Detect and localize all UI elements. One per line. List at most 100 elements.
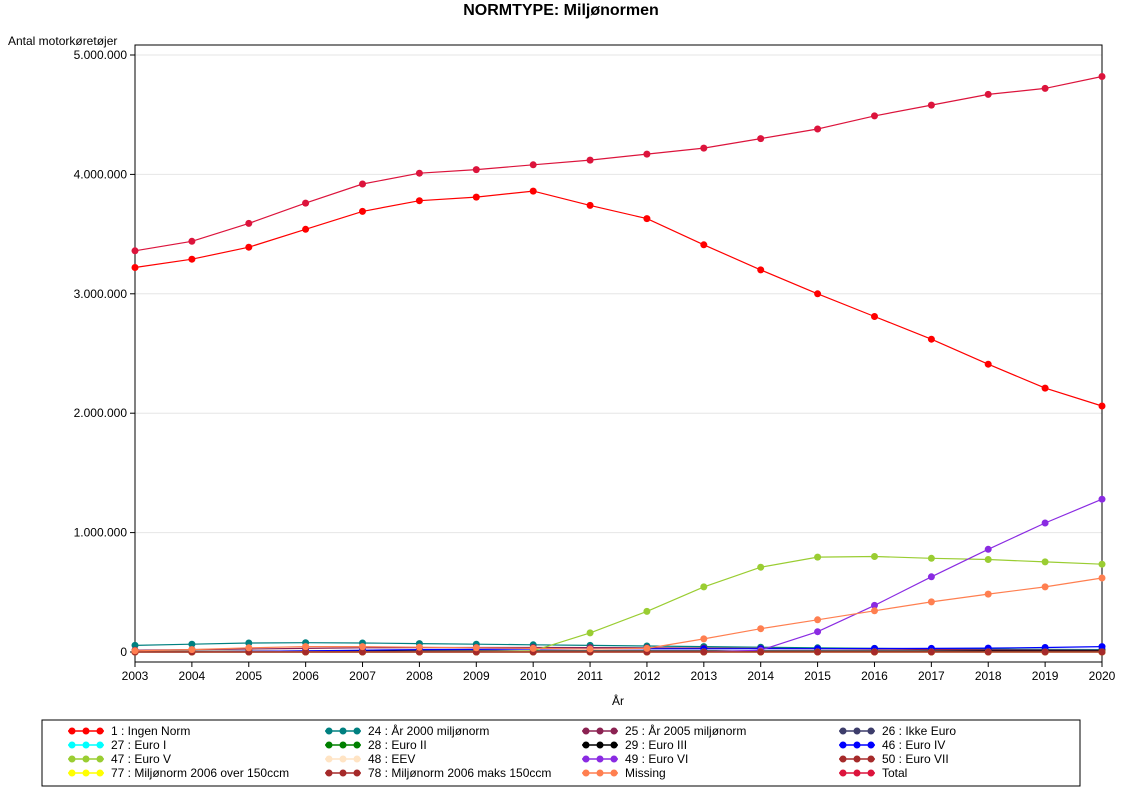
legend-label: 50 : Euro VII <box>882 752 949 766</box>
legend-label: 78 : Miljønorm 2006 maks 150ccm <box>368 766 551 780</box>
legend-swatch-marker <box>867 727 875 735</box>
x-tick-label: 2006 <box>292 669 319 683</box>
legend-swatch-marker <box>68 769 76 777</box>
x-tick-label: 2018 <box>975 669 1002 683</box>
data-point <box>131 247 139 255</box>
data-point <box>529 187 537 195</box>
data-point <box>131 264 139 271</box>
x-tick-label: 2005 <box>235 669 262 683</box>
legend-label: 47 : Euro V <box>111 752 171 766</box>
legend-label: 27 : Euro I <box>111 738 166 752</box>
data-point <box>643 644 651 652</box>
data-point <box>415 643 423 651</box>
data-point <box>700 583 708 591</box>
legend-swatch-marker <box>853 755 861 763</box>
x-tick-label: 2020 <box>1089 669 1116 683</box>
data-point <box>927 648 935 656</box>
legend-swatch-marker <box>582 755 590 763</box>
legend-item: 48 : EEV <box>325 752 415 766</box>
data-point <box>1041 583 1049 591</box>
legend-swatch-marker <box>839 769 847 777</box>
series-line <box>134 577 1103 652</box>
y-tick-label: 3.000.000 <box>74 287 128 301</box>
data-point <box>359 643 366 651</box>
legend-label: Missing <box>625 766 666 780</box>
data-point <box>927 554 935 562</box>
legend-swatch-marker <box>853 727 861 735</box>
legend-swatch-marker <box>353 741 361 749</box>
data-point <box>529 161 537 169</box>
data-point <box>871 553 878 560</box>
legend-item: 25 : År 2005 miljønorm <box>582 723 746 738</box>
legend-swatch-marker <box>82 769 90 777</box>
data-point <box>927 335 935 343</box>
data-point <box>415 169 423 177</box>
y-axis-label: Antal motorkøretøjer <box>8 34 117 48</box>
data-point <box>188 255 196 263</box>
legend-item: 29 : Euro III <box>582 738 687 752</box>
data-point <box>302 643 310 651</box>
data-point <box>814 616 822 624</box>
legend-swatch-marker <box>839 727 847 735</box>
data-point <box>1098 73 1106 80</box>
legend-item: 27 : Euro I <box>68 738 166 752</box>
legend-label: 1 : Ingen Norm <box>111 724 190 738</box>
legend-swatch-marker <box>96 755 104 763</box>
data-point <box>984 590 992 598</box>
legend-swatch-marker <box>325 769 333 777</box>
legend-label: 28 : Euro II <box>368 738 427 752</box>
data-point <box>814 628 822 636</box>
data-point <box>927 598 935 606</box>
data-point <box>302 225 310 233</box>
chart-title: NORMTYPE: Miljønormen <box>463 2 659 19</box>
data-point <box>643 150 651 158</box>
data-point <box>927 101 935 109</box>
data-point <box>871 313 878 320</box>
legend-swatch-marker <box>68 741 76 749</box>
legend-item: 24 : År 2000 miljønorm <box>325 723 489 738</box>
legend-swatch-marker <box>96 727 104 735</box>
series <box>131 574 1106 655</box>
y-tick-label: 0 <box>120 645 127 659</box>
legend-swatch-marker <box>839 755 847 763</box>
plot-area-frame <box>134 44 1103 663</box>
data-point <box>871 648 878 656</box>
data-point <box>700 144 708 152</box>
legend-swatch-marker <box>582 769 590 777</box>
series-lines <box>131 73 1106 656</box>
data-point <box>472 644 480 652</box>
gridlines <box>135 54 1102 653</box>
legend-swatch-marker <box>82 727 90 735</box>
legend-swatch-marker <box>596 755 604 763</box>
data-point <box>245 243 253 251</box>
legend-swatch-marker <box>582 741 590 749</box>
data-point <box>871 607 878 615</box>
legend-swatch-marker <box>839 741 847 749</box>
legend-item: 1 : Ingen Norm <box>68 724 190 738</box>
legend-item: Missing <box>582 766 666 780</box>
data-point <box>188 640 196 648</box>
data-point <box>984 556 992 563</box>
data-point <box>984 360 992 368</box>
data-point <box>984 90 992 98</box>
legend-item: 50 : Euro VII <box>839 752 949 766</box>
data-point <box>1098 402 1106 410</box>
legend-swatch-marker <box>325 755 333 763</box>
data-point <box>586 629 594 637</box>
data-point <box>302 648 310 656</box>
data-point <box>586 201 594 209</box>
x-tick-label: 2003 <box>122 669 149 683</box>
legend-swatch-marker <box>610 727 618 735</box>
legend-swatch-marker <box>867 741 875 749</box>
data-point <box>643 215 651 223</box>
data-point <box>700 241 708 249</box>
data-point <box>131 647 139 655</box>
data-point <box>1098 560 1106 568</box>
data-point <box>814 648 822 656</box>
legend-item: 78 : Miljønorm 2006 maks 150ccm <box>325 766 551 780</box>
legend-item: 26 : Ikke Euro <box>839 724 956 738</box>
legend-label: 49 : Euro VI <box>625 752 688 766</box>
legend-swatch-marker <box>610 741 618 749</box>
data-point <box>245 644 253 652</box>
legend-label: 77 : Miljønorm 2006 over 150ccm <box>111 766 289 780</box>
